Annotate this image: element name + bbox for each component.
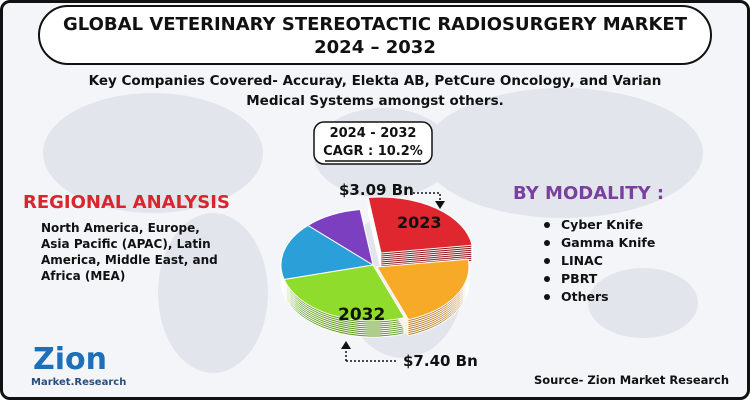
- logo-tagline: Market.Research: [31, 377, 127, 388]
- title-line: GLOBAL VETERINARY STEREOTACTIC RADIOSURG…: [63, 14, 687, 35]
- pie-slice: [367, 196, 473, 254]
- pie-slice: [280, 224, 375, 281]
- regional-text: North America, Europe, Asia Pacific (APA…: [41, 221, 218, 283]
- cagr-box: [313, 121, 433, 165]
- cagr-label: CAGR : 10.2%: [323, 144, 423, 159]
- modality-list: Cyber Knife Gamma Knife LINAC PBRT Other…: [561, 216, 655, 306]
- modality-item: Others: [561, 289, 609, 304]
- regional-heading: REGIONAL ANALYSIS: [23, 192, 230, 213]
- pie-slice: [306, 209, 374, 267]
- source: Source- Zion Market Research: [534, 373, 730, 387]
- logo-name: Zion: [33, 342, 108, 377]
- title-line: 2024 – 2032: [314, 37, 436, 58]
- pie-slice: [283, 264, 406, 322]
- arrow-head: [435, 201, 445, 209]
- arrow-head: [341, 341, 351, 349]
- background-art: [38, 5, 712, 373]
- modality-item: Gamma Knife: [561, 235, 656, 250]
- bullets: [544, 222, 550, 300]
- title-pill: [38, 5, 712, 65]
- modality-heading: BY MODALITY :: [513, 183, 665, 204]
- cagr-period: 2024 - 2032: [329, 126, 417, 141]
- start-year: 2023: [397, 213, 442, 232]
- pie-slice: [376, 258, 470, 321]
- start-value: $3.09 Bn: [339, 181, 414, 199]
- title: GLOBAL VETERINARY STEREOTACTIC RADIOSURG…: [39, 13, 711, 59]
- end-value: $7.40 Bn: [403, 352, 478, 370]
- end-year: 2032: [338, 305, 386, 325]
- pie-illustration: [280, 196, 473, 338]
- subtitle: Key Companies Covered- Accuray, Elekta A…: [88, 73, 662, 109]
- modality-item: LINAC: [561, 253, 603, 268]
- modality-item: PBRT: [561, 271, 598, 286]
- modality-item: Cyber Knife: [561, 217, 644, 232]
